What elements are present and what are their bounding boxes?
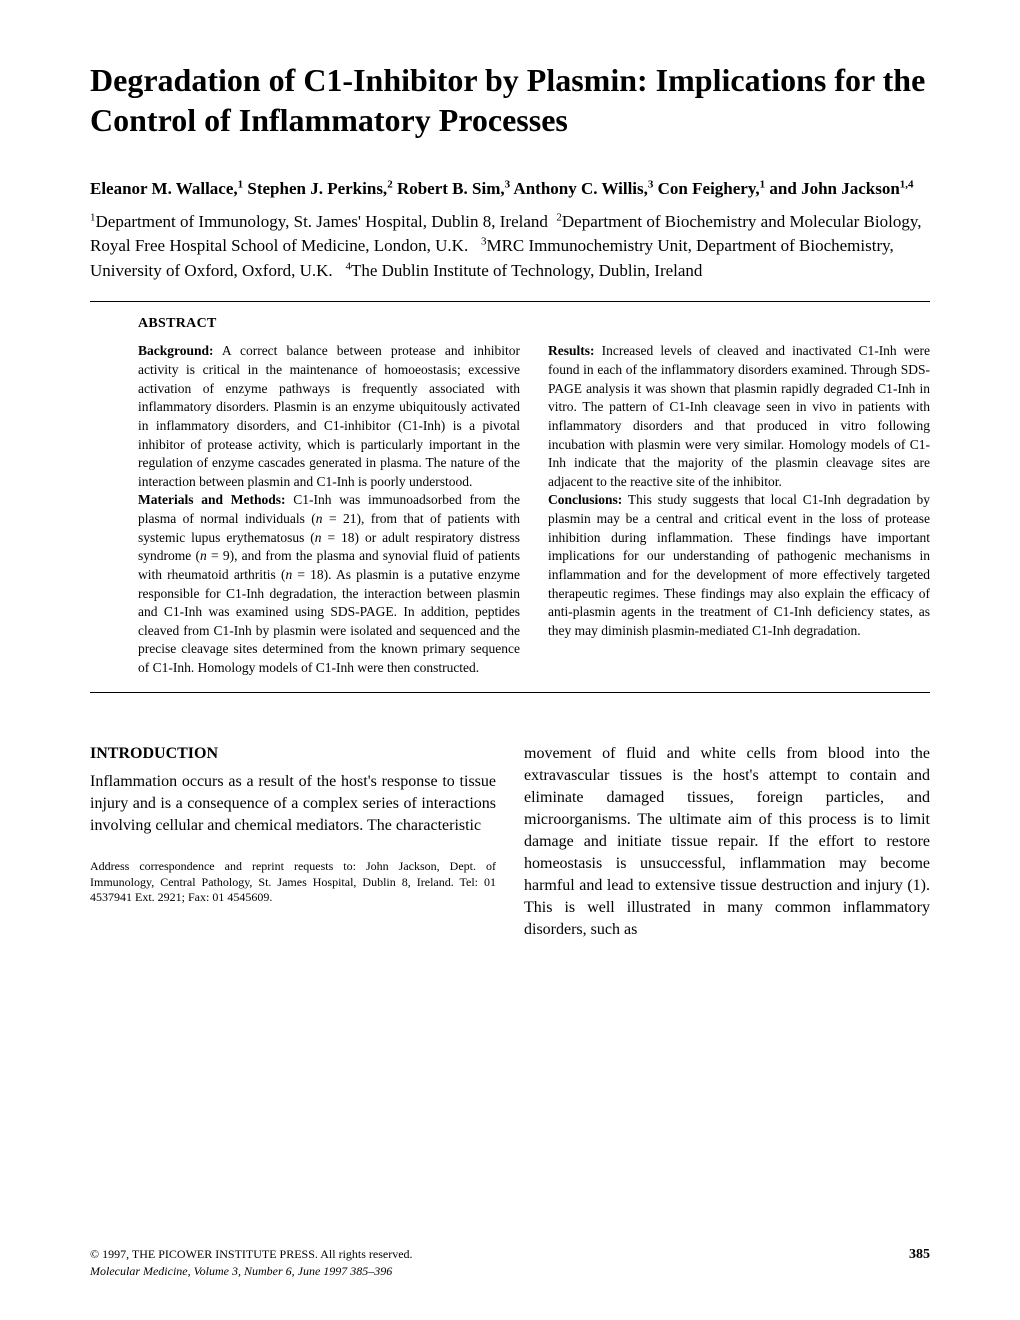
body-left-column: INTRODUCTION Inflammation occurs as a re… bbox=[90, 743, 496, 942]
abstract-right-text: Results: Increased levels of cleaved and… bbox=[548, 342, 930, 640]
introduction-heading: INTRODUCTION bbox=[90, 743, 496, 765]
correspondence-note: Address correspondence and reprint reque… bbox=[90, 859, 496, 906]
abstract-left-column: Background: A correct balance between pr… bbox=[138, 342, 520, 677]
page-number: 385 bbox=[909, 1246, 930, 1264]
affiliations: 1Department of Immunology, St. James' Ho… bbox=[90, 210, 930, 284]
abstract-left-text: Background: A correct balance between pr… bbox=[138, 342, 520, 677]
page: Degradation of C1-Inhibitor by Plasmin: … bbox=[0, 0, 1020, 1320]
author-list: Eleanor M. Wallace,1 Stephen J. Perkins,… bbox=[90, 176, 930, 202]
divider-top bbox=[90, 301, 930, 302]
body-columns: INTRODUCTION Inflammation occurs as a re… bbox=[90, 743, 930, 942]
copyright-line: © 1997, THE PICOWER INSTITUTE PRESS. All… bbox=[90, 1247, 413, 1263]
abstract-columns: Background: A correct balance between pr… bbox=[138, 342, 930, 677]
page-footer: © 1997, THE PICOWER INSTITUTE PRESS. All… bbox=[90, 1246, 930, 1280]
journal-line: Molecular Medicine, Volume 3, Number 6, … bbox=[90, 1264, 930, 1280]
body-right-column: movement of fluid and white cells from b… bbox=[524, 743, 930, 942]
intro-right-text: movement of fluid and white cells from b… bbox=[524, 743, 930, 942]
intro-left-text: Inflammation occurs as a result of the h… bbox=[90, 771, 496, 837]
abstract-block: ABSTRACT Background: A correct balance b… bbox=[138, 316, 930, 677]
abstract-heading: ABSTRACT bbox=[138, 316, 930, 332]
divider-bottom bbox=[90, 692, 930, 693]
abstract-right-column: Results: Increased levels of cleaved and… bbox=[548, 342, 930, 677]
article-title: Degradation of C1-Inhibitor by Plasmin: … bbox=[90, 60, 930, 140]
